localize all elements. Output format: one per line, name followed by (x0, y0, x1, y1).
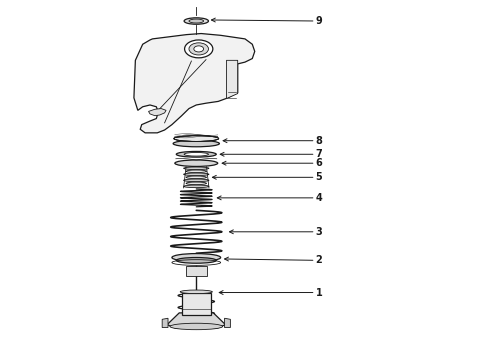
Ellipse shape (173, 140, 220, 147)
Polygon shape (167, 313, 225, 328)
Ellipse shape (174, 136, 219, 141)
Text: 9: 9 (211, 16, 322, 26)
Polygon shape (224, 318, 230, 328)
Text: 5: 5 (212, 172, 322, 182)
Ellipse shape (176, 152, 216, 157)
Ellipse shape (184, 173, 209, 176)
Ellipse shape (184, 167, 209, 170)
Ellipse shape (194, 46, 203, 52)
Text: 7: 7 (220, 149, 322, 159)
Ellipse shape (184, 18, 208, 24)
Polygon shape (226, 60, 238, 99)
Text: 3: 3 (229, 227, 322, 237)
Polygon shape (186, 266, 207, 276)
Ellipse shape (185, 40, 213, 58)
Polygon shape (134, 33, 255, 133)
Text: 8: 8 (223, 136, 322, 146)
Text: 6: 6 (222, 158, 322, 168)
Ellipse shape (184, 179, 209, 181)
Ellipse shape (186, 182, 206, 185)
Ellipse shape (170, 323, 222, 330)
Ellipse shape (175, 160, 218, 166)
Ellipse shape (184, 153, 208, 156)
Ellipse shape (176, 257, 216, 263)
Ellipse shape (189, 43, 208, 55)
Polygon shape (182, 293, 211, 315)
Text: 4: 4 (217, 193, 322, 203)
Ellipse shape (189, 19, 203, 23)
Ellipse shape (186, 170, 206, 172)
Ellipse shape (186, 176, 206, 179)
Text: 1: 1 (219, 288, 322, 297)
Text: 2: 2 (224, 255, 322, 265)
Polygon shape (148, 109, 166, 116)
Ellipse shape (172, 253, 220, 261)
Ellipse shape (180, 290, 212, 294)
Ellipse shape (184, 185, 209, 188)
Polygon shape (162, 318, 168, 328)
